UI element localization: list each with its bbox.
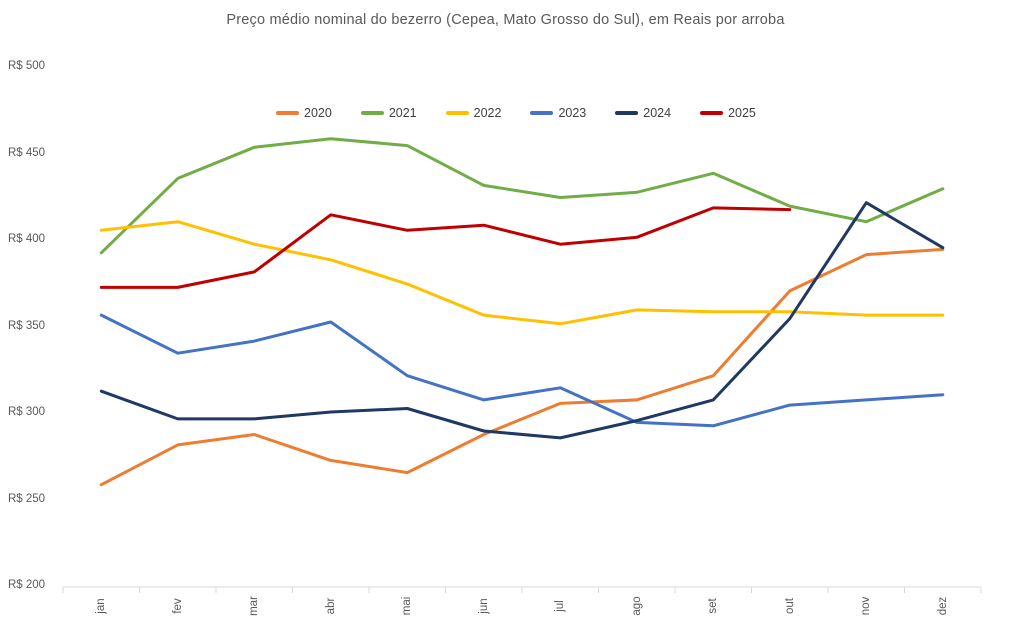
y-axis-tick-label: R$ 400	[8, 233, 46, 245]
x-axis-label-out: out	[783, 598, 796, 614]
series-line-2022	[99, 220, 945, 326]
x-axis-label-jan: jan	[95, 598, 108, 614]
legend-item-2022: 2022	[445, 106, 502, 120]
series-line-2024	[99, 201, 945, 440]
legend-item-2021: 2021	[360, 106, 417, 120]
y-axis-tick-label: R$ 500	[8, 60, 46, 72]
y-axis-tick-label: R$ 200	[8, 579, 46, 591]
legend-swatch-2025	[700, 111, 724, 115]
x-axis-label-fev: fev	[171, 598, 184, 614]
series-line-2021	[99, 137, 945, 255]
chart-legend: 2020 2021 2022 2023 2024 2025	[276, 106, 756, 120]
x-axis-label-jun: jun	[477, 598, 490, 614]
legend-item-2020: 2020	[276, 106, 332, 120]
x-axis-label-dez: dez	[936, 596, 949, 616]
legend-swatch-2021	[360, 111, 384, 115]
x-axis-label-mai: mai	[401, 596, 414, 616]
legend-item-2023: 2023	[530, 106, 586, 120]
series-line-2020	[99, 247, 945, 487]
series-line-2025	[99, 206, 792, 289]
legend-label-2021: 2021	[388, 106, 417, 120]
x-axis-label-mar: mar	[248, 596, 261, 616]
legend-swatch-2024	[615, 111, 639, 115]
legend-label-2023: 2023	[558, 106, 587, 120]
x-axis-label-ago: ago	[630, 596, 643, 616]
y-axis-tick-label: R$ 300	[8, 406, 46, 418]
chart-title: Preço médio nominal do bezerro (Cepea, M…	[226, 12, 785, 28]
legend-swatch-2023	[530, 111, 554, 115]
y-axis-tick-label: R$ 250	[8, 492, 46, 505]
legend-swatch-2020	[276, 111, 299, 115]
x-axis-label-set: set	[707, 598, 720, 614]
legend-label-2024: 2024	[643, 106, 672, 120]
legend-swatch-2022	[445, 111, 469, 115]
series-line-2023	[99, 313, 945, 428]
legend-label-2020: 2020	[304, 106, 332, 120]
legend-label-2022: 2022	[473, 106, 502, 120]
legend-item-2025: 2025	[700, 106, 756, 120]
x-axis-label-jul: jul	[554, 600, 567, 612]
x-axis-label-nov: nov	[860, 596, 873, 616]
legend-label-2025: 2025	[728, 106, 756, 120]
y-axis-tick-label: R$ 450	[8, 146, 46, 159]
legend-item-2024: 2024	[615, 106, 671, 120]
x-axis-label-abr: abr	[324, 597, 337, 615]
y-axis-tick-label: R$ 350	[8, 319, 46, 332]
